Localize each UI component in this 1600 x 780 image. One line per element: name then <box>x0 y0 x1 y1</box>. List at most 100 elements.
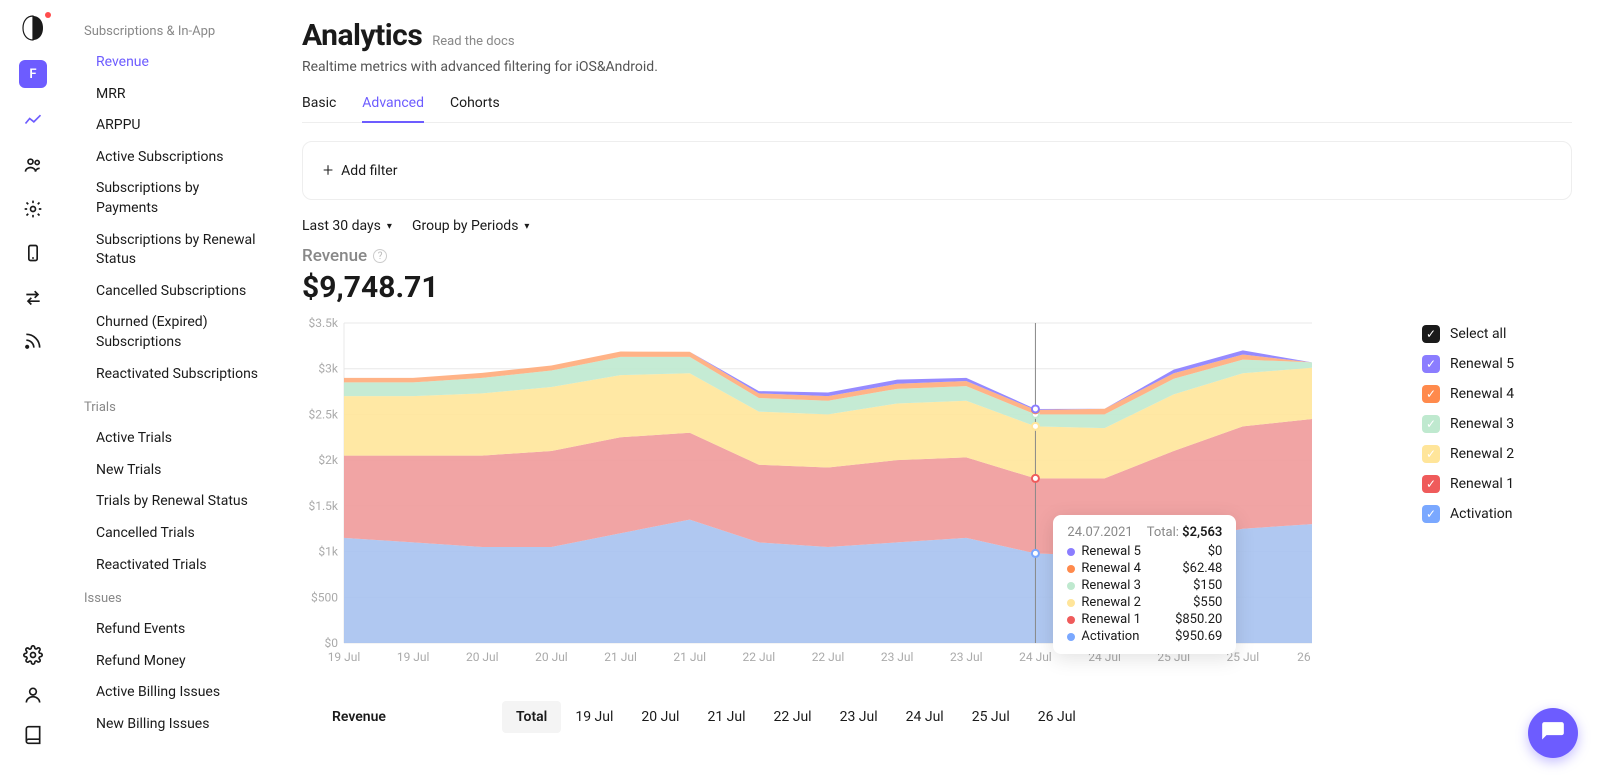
svg-text:20 Jul: 20 Jul <box>535 650 568 664</box>
tab[interactable]: Cohorts <box>450 95 500 122</box>
legend-item[interactable]: ✓Renewal 5 <box>1422 355 1572 373</box>
profile-nav-icon[interactable] <box>22 684 44 706</box>
sidebar-item[interactable]: Subscriptions by Payments <box>66 173 282 224</box>
chart-total: $9,748.71 <box>302 270 1572 305</box>
checkbox-icon: ✓ <box>1422 355 1440 373</box>
read-docs-link[interactable]: Read the docs <box>432 34 514 49</box>
page-title: Analytics <box>302 18 422 53</box>
sidebar-item[interactable]: Active Trials <box>66 423 282 455</box>
sidebar-item[interactable]: Subscriptions by Renewal Status <box>66 225 282 276</box>
sidebar-section-title: Issues <box>66 581 282 614</box>
svg-text:19 Jul: 19 Jul <box>328 650 361 664</box>
chart-tooltip: 24.07.2021Total: $2,563Renewal 5$0Renewa… <box>1053 515 1236 654</box>
filter-bar: + Add filter <box>302 141 1572 200</box>
workspace-avatar[interactable]: F <box>19 60 47 88</box>
group-by-label: Group by Periods <box>412 218 518 234</box>
data-table: RevenueTotal19 Jul20 Jul21 Jul22 Jul23 J… <box>302 701 1572 733</box>
tab[interactable]: Basic <box>302 95 336 122</box>
sidebar-item[interactable]: Revenue <box>66 47 282 79</box>
docs-nav-icon[interactable] <box>22 724 44 746</box>
svg-text:23 Jul: 23 Jul <box>881 650 914 664</box>
legend-item[interactable]: ✓Renewal 1 <box>1422 475 1572 493</box>
legend-item[interactable]: ✓Renewal 2 <box>1422 445 1572 463</box>
svg-text:$3k: $3k <box>318 362 338 376</box>
chat-button[interactable] <box>1528 708 1578 758</box>
metrics-sidebar: Subscriptions & In-AppRevenueMRRARPPUAct… <box>66 0 282 780</box>
legend-item[interactable]: ✓Activation <box>1422 505 1572 523</box>
sidebar-item[interactable]: New Billing Issues <box>66 709 282 741</box>
table-column-header[interactable]: 19 Jul <box>561 701 627 733</box>
sidebar-item[interactable]: Churned (Expired) Subscriptions <box>66 307 282 358</box>
sidebar-item[interactable]: Active Subscriptions <box>66 142 282 174</box>
page-subtitle: Realtime metrics with advanced filtering… <box>302 59 1572 75</box>
svg-text:22 Jul: 22 Jul <box>743 650 776 664</box>
app-logo-icon[interactable] <box>19 14 47 42</box>
table-column-header[interactable]: 24 Jul <box>892 701 958 733</box>
chevron-down-icon: ▾ <box>387 221 392 232</box>
sidebar-item[interactable]: Cancelled Trials <box>66 518 282 550</box>
table-column-header[interactable]: 25 Jul <box>958 701 1024 733</box>
svg-text:19 Jul: 19 Jul <box>397 650 430 664</box>
checkbox-icon: ✓ <box>1422 475 1440 493</box>
add-filter-button[interactable]: + Add filter <box>323 160 397 181</box>
mobile-nav-icon[interactable] <box>22 242 44 264</box>
checkbox-icon: ✓ <box>1422 445 1440 463</box>
checkbox-icon: ✓ <box>1422 505 1440 523</box>
sidebar-item[interactable]: Trials by Renewal Status <box>66 486 282 518</box>
chevron-down-icon: ▾ <box>524 221 529 232</box>
table-column-header[interactable]: Total <box>502 701 561 733</box>
transfer-nav-icon[interactable] <box>22 286 44 308</box>
rss-nav-icon[interactable] <box>22 330 44 352</box>
table-column-header[interactable]: 20 Jul <box>627 701 693 733</box>
checkbox-icon: ✓ <box>1422 325 1440 343</box>
table-row-label: Revenue <box>302 709 502 725</box>
notification-dot-icon <box>45 12 51 18</box>
sidebar-item[interactable]: Refund Money <box>66 646 282 678</box>
svg-text:20 Jul: 20 Jul <box>466 650 499 664</box>
sidebar-item[interactable]: Refund Events <box>66 614 282 646</box>
legend-item[interactable]: ✓Renewal 3 <box>1422 415 1572 433</box>
legend-item[interactable]: ✓Renewal 4 <box>1422 385 1572 403</box>
sidebar-section-title: Subscriptions & In-App <box>66 14 282 47</box>
tab[interactable]: Advanced <box>362 95 424 123</box>
sidebar-section-title: Trials <box>66 390 282 423</box>
table-column-header[interactable]: 21 Jul <box>693 701 759 733</box>
gear-nav-icon[interactable] <box>22 198 44 220</box>
chart-legend: ✓Select all ✓Renewal 5 ✓Renewal 4 ✓Renewal … <box>1422 317 1572 667</box>
checkbox-icon: ✓ <box>1422 415 1440 433</box>
svg-text:$1.5k: $1.5k <box>309 499 339 513</box>
sidebar-item[interactable]: ARPPU <box>66 110 282 142</box>
main-content: Analytics Read the docs Realtime metrics… <box>282 0 1600 780</box>
svg-text:21 Jul: 21 Jul <box>604 650 637 664</box>
sidebar-item[interactable]: Cancelled Subscriptions <box>66 276 282 308</box>
sidebar-item[interactable]: Reactivated Trials <box>66 550 282 582</box>
svg-text:$2k: $2k <box>318 453 338 467</box>
revenue-chart[interactable]: $0$500$1k$1.5k$2k$2.5k$3k$3.5k19 Jul19 J… <box>302 317 1404 667</box>
sidebar-item[interactable]: Active Billing Issues <box>66 677 282 709</box>
table-column-header[interactable]: 26 Jul <box>1024 701 1090 733</box>
svg-text:$3.5k: $3.5k <box>309 317 339 330</box>
group-by-dropdown[interactable]: Group by Periods ▾ <box>412 218 530 234</box>
svg-text:21 Jul: 21 Jul <box>673 650 706 664</box>
settings-nav-icon[interactable] <box>22 644 44 666</box>
table-column-header[interactable]: 23 Jul <box>826 701 892 733</box>
add-filter-label: Add filter <box>341 163 397 179</box>
date-range-dropdown[interactable]: Last 30 days ▾ <box>302 218 392 234</box>
sidebar-item[interactable]: Reactivated Subscriptions <box>66 359 282 391</box>
svg-text:26 Ju: 26 Ju <box>1297 650 1312 664</box>
svg-text:22 Jul: 22 Jul <box>812 650 845 664</box>
info-icon[interactable]: ? <box>373 249 387 263</box>
legend-select-all[interactable]: ✓Select all <box>1422 325 1572 343</box>
svg-text:$500: $500 <box>311 590 338 604</box>
table-column-header[interactable]: 22 Jul <box>760 701 826 733</box>
svg-text:23 Jul: 23 Jul <box>950 650 983 664</box>
svg-text:$0: $0 <box>325 636 339 650</box>
plus-icon: + <box>323 160 333 181</box>
users-nav-icon[interactable] <box>22 154 44 176</box>
sidebar-item[interactable]: MRR <box>66 79 282 111</box>
icon-rail: F <box>0 0 66 780</box>
svg-text:24 Jul: 24 Jul <box>1019 650 1052 664</box>
analytics-nav-icon[interactable] <box>22 110 44 132</box>
sidebar-item[interactable]: New Trials <box>66 455 282 487</box>
checkbox-icon: ✓ <box>1422 385 1440 403</box>
